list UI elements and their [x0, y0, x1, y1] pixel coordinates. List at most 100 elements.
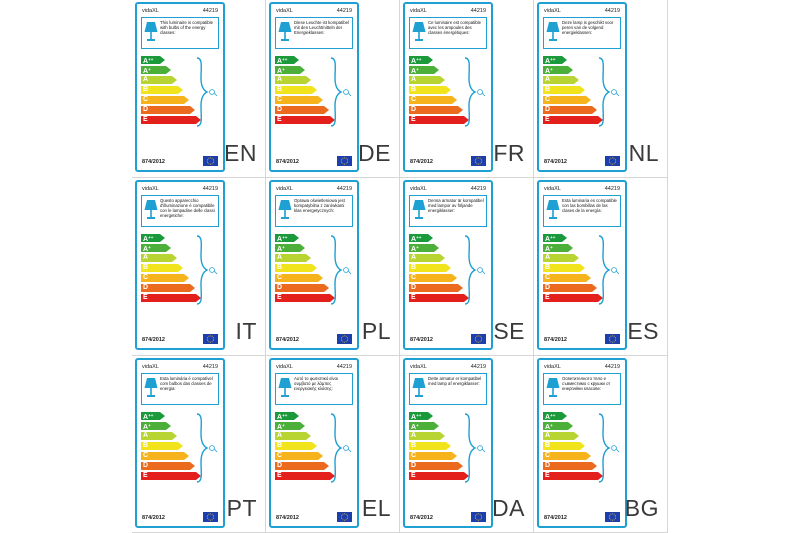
energy-class-letter: A: [277, 432, 283, 439]
eu-flag-icon: [471, 334, 486, 344]
energy-class-bar: C: [543, 452, 591, 460]
energy-class-bar: B: [275, 264, 317, 272]
regulation-number: 874/2012: [544, 515, 567, 521]
energy-class-bar: E: [141, 116, 201, 124]
energy-class-bar: A: [275, 432, 311, 440]
energy-class-bar: A++: [409, 234, 433, 242]
compatibility-text: Denna armatur är kompatibel med lampor a…: [428, 198, 484, 213]
energy-class-bar: E: [543, 472, 603, 480]
energy-scale: A++ A+ A B C D E: [543, 56, 623, 128]
eu-flag-icon: [471, 512, 486, 522]
energy-label: vidaXL 44219 Questo apparecchio d'illumina…: [135, 180, 225, 350]
energy-class-letter: A+: [143, 423, 151, 431]
energy-class-letter: D: [277, 284, 283, 291]
energy-class-letter: D: [143, 284, 149, 291]
language-code: ES: [627, 318, 659, 344]
model-number: 44219: [202, 364, 218, 370]
energy-class-letter: A+: [277, 423, 285, 431]
energy-class-bar: A: [409, 254, 445, 262]
energy-class-bar: A: [543, 254, 579, 262]
bulb-icon: [329, 412, 355, 484]
energy-label: vidaXL 44219 Oprawa oświetleniowa jest kom…: [269, 180, 359, 350]
energy-class-bar: D: [543, 106, 597, 114]
energy-class-letter: B: [143, 86, 149, 93]
energy-class-letter: A++: [411, 413, 422, 421]
energy-class-bar: A: [141, 76, 177, 84]
bulb-icon: [329, 56, 355, 128]
energy-class-letter: D: [143, 462, 149, 469]
energy-class-letter: A: [545, 432, 551, 439]
energy-class-letter: A++: [545, 235, 556, 243]
label-cell-da: vidaXL 44219 Dette armatur er kompatibel m…: [400, 356, 534, 533]
energy-class-letter: A+: [143, 67, 151, 75]
energy-class-letter: D: [545, 284, 551, 291]
regulation-number: 874/2012: [544, 159, 567, 165]
energy-class-letter: A: [143, 76, 149, 83]
regulation-number: 874/2012: [142, 159, 165, 165]
energy-class-letter: B: [277, 86, 283, 93]
energy-class-letter: D: [143, 106, 149, 113]
energy-class-letter: E: [143, 294, 148, 301]
energy-class-bar: B: [141, 86, 183, 94]
energy-class-letter: C: [411, 274, 417, 281]
energy-label: vidaXL 44219 Esta luminária é compatível c…: [135, 358, 225, 528]
bulb-icon: [463, 412, 489, 484]
lamp-icon: [546, 377, 560, 399]
energy-class-bar: A++: [275, 234, 299, 242]
energy-class-letter: A++: [277, 235, 288, 243]
energy-class-bar: D: [275, 106, 329, 114]
energy-class-letter: C: [545, 452, 551, 459]
energy-scale: A++ A+ A B C D E: [543, 234, 623, 306]
eu-flag-icon: [337, 512, 352, 522]
eu-flag-icon: [203, 156, 218, 166]
energy-class-letter: A: [277, 254, 283, 261]
energy-class-letter: E: [411, 294, 416, 301]
energy-class-bar: B: [275, 442, 317, 450]
energy-scale: A++ A+ A B C D E: [141, 412, 221, 484]
energy-class-letter: E: [143, 116, 148, 123]
energy-class-bar: A: [141, 254, 177, 262]
compatibility-text: Deze lamp is geschikt voor peren van de …: [562, 20, 614, 35]
energy-class-letter: C: [143, 96, 149, 103]
compatibility-box: Ce luminaire est compatible avec les amp…: [409, 17, 487, 49]
energy-class-letter: A: [545, 76, 551, 83]
energy-class-bar: D: [409, 284, 463, 292]
compatibility-text: Dette armatur er kompatibel med lamp af …: [428, 376, 482, 386]
energy-class-letter: A++: [277, 413, 288, 421]
energy-class-bar: A++: [275, 56, 299, 64]
energy-class-letter: A: [143, 432, 149, 439]
energy-class-letter: B: [411, 264, 417, 271]
energy-class-letter: A++: [143, 413, 154, 421]
lamp-icon: [144, 377, 158, 399]
energy-class-bar: A+: [141, 422, 171, 430]
energy-class-bar: E: [409, 116, 469, 124]
lamp-icon: [412, 377, 426, 399]
compatibility-box: Esta luminaria es compatible con las bom…: [543, 195, 621, 227]
energy-class-letter: A++: [277, 57, 288, 65]
energy-class-letter: D: [277, 106, 283, 113]
energy-class-bar: B: [409, 264, 451, 272]
energy-class-letter: C: [277, 96, 283, 103]
energy-class-letter: A: [143, 254, 149, 261]
energy-class-letter: A++: [411, 57, 422, 65]
energy-class-bar: A+: [543, 422, 573, 430]
energy-class-letter: D: [411, 462, 417, 469]
energy-class-bar: A++: [141, 234, 165, 242]
energy-class-letter: B: [545, 264, 551, 271]
regulation-number: 874/2012: [276, 337, 299, 343]
brand-name: vidaXL: [142, 364, 159, 370]
regulation-number: 874/2012: [410, 515, 433, 521]
energy-class-bar: D: [409, 462, 463, 470]
energy-class-bar: E: [275, 472, 335, 480]
energy-class-letter: B: [143, 264, 149, 271]
eu-flag-icon: [337, 156, 352, 166]
label-cell-en: vidaXL 44219 This luminaire is compatible …: [132, 0, 266, 178]
bulb-icon: [597, 412, 623, 484]
energy-class-bar: A++: [409, 412, 433, 420]
brand-name: vidaXL: [410, 8, 427, 14]
bulb-icon: [195, 234, 221, 306]
energy-class-letter: E: [143, 472, 148, 479]
model-number: 44219: [202, 186, 218, 192]
lamp-icon: [278, 199, 292, 221]
energy-class-bar: C: [275, 274, 323, 282]
